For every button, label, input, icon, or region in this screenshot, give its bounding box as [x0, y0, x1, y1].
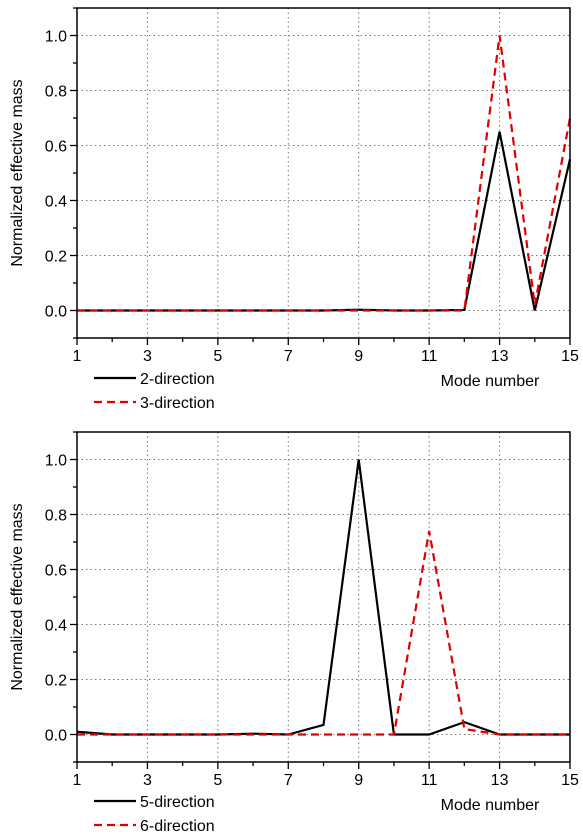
series-line-5-direction	[76, 459, 570, 736]
series-line-3-direction	[77, 35, 572, 312]
y-tick-label: 0.6	[45, 139, 67, 156]
y-tick-label: 0.2	[45, 249, 67, 266]
x-tick-label: 1	[73, 348, 82, 365]
x-tick-label: 15	[561, 772, 579, 789]
legend-label: 6-direction	[140, 818, 215, 835]
x-tick-label: 7	[284, 348, 293, 365]
y-tick-label: 0.4	[45, 194, 67, 211]
y-tick-label: 0.0	[45, 728, 67, 745]
y-tick-label: 0.0	[45, 304, 67, 321]
x-tick-label: 3	[143, 348, 152, 365]
chart-panel-1: 1 3 5 7 9 11 13 150.00.20.40.60.81.0Normalized …	[9, 7, 579, 412]
x-tick-label: 13	[491, 348, 509, 365]
legend-label: 3-direction	[140, 395, 215, 412]
chart-panel-2: 1 3 5 7 9 11 13 150.00.20.40.60.81.0Normalized …	[9, 431, 579, 835]
x-tick-label: 13	[491, 772, 509, 789]
x-tick-label: 9	[354, 772, 363, 789]
legend-label: 5-direction	[140, 794, 215, 811]
x-tick-label: 5	[213, 772, 222, 789]
x-tick-label: 15	[561, 348, 579, 365]
x-tick-label: 7	[284, 772, 293, 789]
y-tick-label: 1.0	[45, 29, 67, 46]
x-tick-label: 9	[354, 348, 363, 365]
series-line-6-direction	[77, 530, 570, 736]
y-tick-label: 0.4	[45, 618, 67, 635]
y-axis-label: Normalized effective mass	[9, 503, 26, 690]
y-axis-label: Normalized effective mass	[9, 79, 26, 266]
x-tick-label: 11	[421, 348, 438, 365]
x-tick-label: 11	[421, 772, 438, 789]
plot-frame	[76, 431, 571, 763]
y-tick-label: 0.6	[45, 563, 67, 580]
x-tick-label: 3	[143, 772, 152, 789]
x-tick-label: 1	[73, 772, 82, 789]
y-tick-label: 0.8	[45, 508, 67, 525]
x-axis-label: Mode number	[441, 373, 540, 390]
y-tick-label: 0.2	[45, 673, 67, 690]
x-tick-label: 5	[213, 348, 222, 365]
series-line-2-direction	[77, 131, 572, 312]
y-tick-label: 1.0	[45, 453, 67, 470]
x-axis-label: Mode number	[441, 797, 540, 814]
y-tick-label: 0.8	[45, 84, 67, 101]
legend-label: 2-direction	[140, 371, 215, 388]
